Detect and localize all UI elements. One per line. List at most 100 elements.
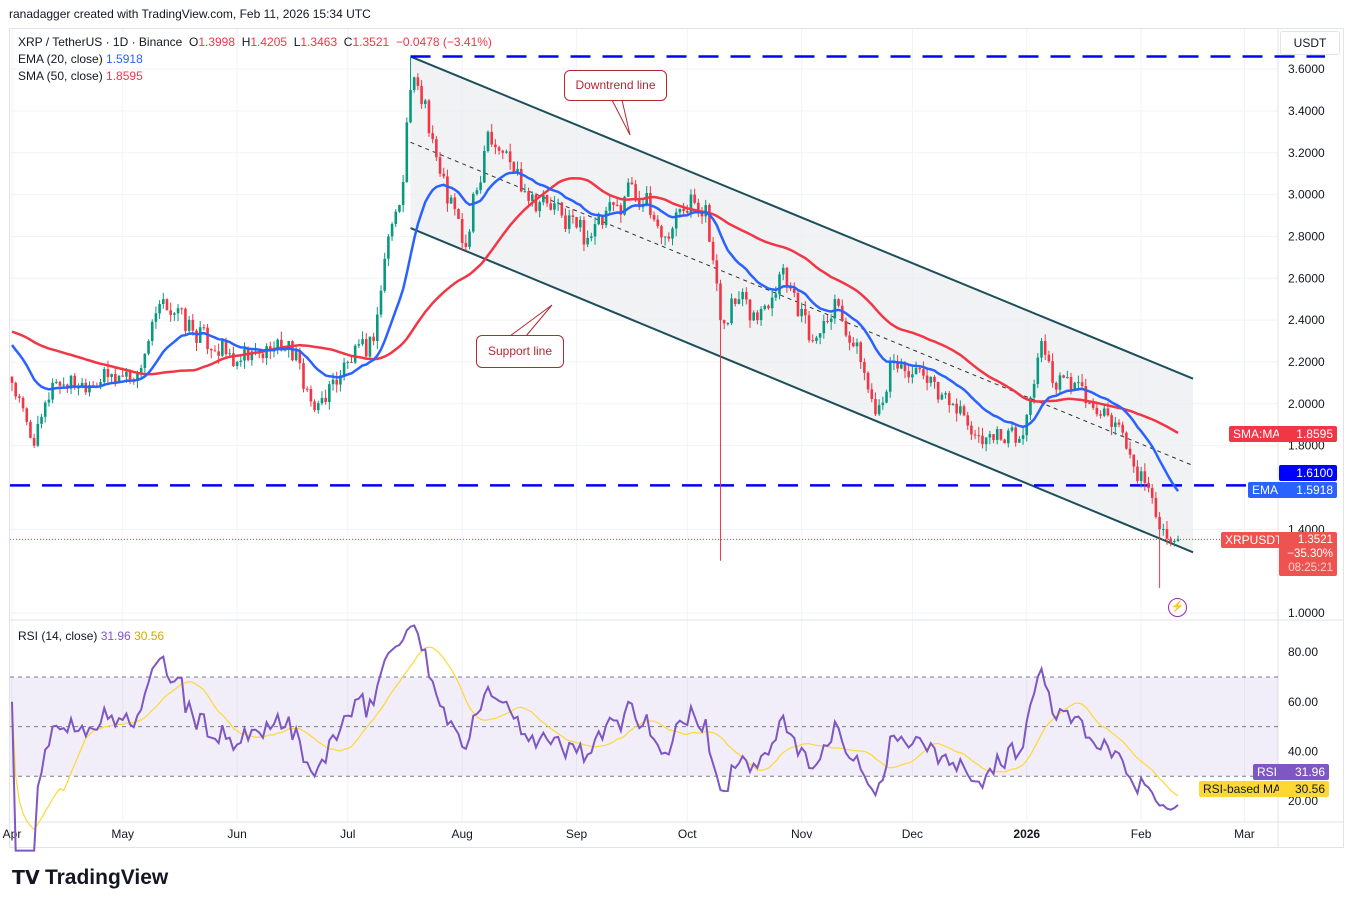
candle-body bbox=[593, 224, 597, 237]
rsi-ma-line bbox=[11, 646, 1179, 831]
candle-body bbox=[741, 292, 744, 300]
candle-body bbox=[1169, 538, 1172, 542]
open-value: 1.3998 bbox=[198, 35, 236, 49]
time-tick: Sep bbox=[566, 827, 588, 841]
candle-body bbox=[398, 205, 401, 212]
candle-body bbox=[383, 258, 386, 291]
sma-value: 1.8595 bbox=[106, 69, 143, 83]
candle-body bbox=[774, 294, 778, 298]
candle-body bbox=[265, 346, 268, 359]
candle-body bbox=[626, 182, 630, 197]
candle-body bbox=[822, 321, 826, 334]
candle-body bbox=[202, 327, 206, 329]
candle-body bbox=[1047, 354, 1051, 362]
legend-rsi-row[interactable]: RSI (14, close) 31.96 30.56 bbox=[18, 629, 164, 643]
candle-body bbox=[1091, 403, 1095, 408]
candle-body bbox=[51, 382, 54, 400]
candle-body bbox=[1080, 382, 1084, 387]
candle-body bbox=[737, 299, 741, 304]
candle-body bbox=[1066, 377, 1069, 379]
candle-body bbox=[224, 340, 228, 355]
candle-body bbox=[154, 313, 158, 322]
candle-body bbox=[719, 283, 722, 321]
candle-body bbox=[114, 373, 117, 382]
candle-body bbox=[796, 292, 800, 317]
candle-body bbox=[925, 375, 929, 383]
candle-body bbox=[756, 312, 759, 321]
candle-body bbox=[634, 184, 637, 199]
candle-body bbox=[848, 335, 851, 343]
candle-body bbox=[280, 339, 283, 351]
candle-body bbox=[169, 310, 172, 315]
candle-body bbox=[863, 361, 866, 373]
candle-body bbox=[361, 339, 364, 345]
candle-body bbox=[187, 319, 191, 331]
currency-button[interactable]: USDT bbox=[1280, 31, 1340, 55]
chart-frame[interactable] bbox=[9, 28, 1344, 848]
candle-body bbox=[955, 403, 958, 414]
candle-body bbox=[73, 375, 77, 388]
candle-body bbox=[1010, 427, 1014, 431]
candle-body bbox=[745, 292, 748, 300]
candle-body bbox=[966, 415, 970, 426]
candle-body bbox=[501, 150, 505, 153]
ema-line bbox=[11, 171, 1180, 492]
price-tick: 2.2000 bbox=[1288, 355, 1325, 369]
candle-body bbox=[674, 212, 678, 229]
candle-body bbox=[981, 435, 984, 445]
time-tick: Jul bbox=[340, 827, 355, 841]
high-label: H bbox=[241, 35, 251, 49]
candle-body bbox=[700, 211, 704, 217]
candle-body bbox=[933, 376, 936, 382]
candle-body bbox=[158, 304, 161, 314]
candle-body bbox=[1040, 341, 1043, 358]
candle-body bbox=[623, 196, 626, 215]
candle-body bbox=[936, 381, 940, 400]
time-tick: Mar bbox=[1234, 827, 1255, 841]
candle-body bbox=[173, 313, 176, 315]
low-label: L bbox=[293, 35, 301, 49]
candle-body bbox=[1125, 432, 1128, 449]
candle-body bbox=[962, 406, 966, 416]
candle-body bbox=[929, 376, 933, 383]
symbol-label[interactable]: XRP / TetherUS · 1D · Binance bbox=[18, 35, 183, 49]
support-callout[interactable]: Support line bbox=[476, 335, 564, 368]
candle-body bbox=[899, 364, 903, 369]
time-tick: Nov bbox=[791, 827, 812, 841]
downtrend-callout[interactable]: Downtrend line bbox=[564, 70, 667, 101]
candle-body bbox=[1095, 407, 1099, 415]
tradingview-logo[interactable]: 𝗧𝗩 TradingView bbox=[12, 866, 168, 890]
candle-body bbox=[516, 168, 519, 172]
candle-body bbox=[431, 133, 434, 140]
price-tick: 3.4000 bbox=[1288, 104, 1325, 118]
candle-body bbox=[195, 330, 198, 343]
candle-body bbox=[508, 151, 512, 163]
close-label: C bbox=[343, 35, 353, 49]
rsi-value-tag: 31.96 bbox=[1279, 764, 1329, 780]
candle-body bbox=[423, 100, 427, 104]
candle-body bbox=[206, 327, 209, 350]
candle-body bbox=[671, 228, 674, 239]
candle-body bbox=[881, 402, 885, 406]
legend-symbol-row: XRP / TetherUS · 1D · Binance O1.3998 H1… bbox=[18, 35, 492, 49]
lightning-icon[interactable]: ⚡ bbox=[1168, 598, 1187, 617]
candle-body bbox=[313, 401, 316, 411]
candle-body bbox=[368, 336, 372, 357]
open-label: O bbox=[188, 35, 199, 49]
rsi-tick: 60.00 bbox=[1288, 695, 1318, 709]
candle-body bbox=[228, 353, 232, 355]
rsi-name-tag: RSI bbox=[1253, 764, 1282, 780]
legend-ema-row[interactable]: EMA (20, close) 1.5918 bbox=[18, 52, 143, 66]
candle-body bbox=[781, 267, 785, 275]
price-tick: 2.8000 bbox=[1288, 229, 1325, 243]
candle-body bbox=[29, 421, 32, 438]
legend-sma-row[interactable]: SMA (50, close) 1.8595 bbox=[18, 69, 143, 83]
candle-body bbox=[988, 434, 992, 438]
candle-body bbox=[874, 399, 877, 415]
candle-body bbox=[615, 204, 619, 206]
candle-body bbox=[590, 236, 593, 238]
candle-body bbox=[427, 100, 431, 134]
candle-body bbox=[412, 77, 416, 90]
candle-body bbox=[1014, 427, 1017, 443]
